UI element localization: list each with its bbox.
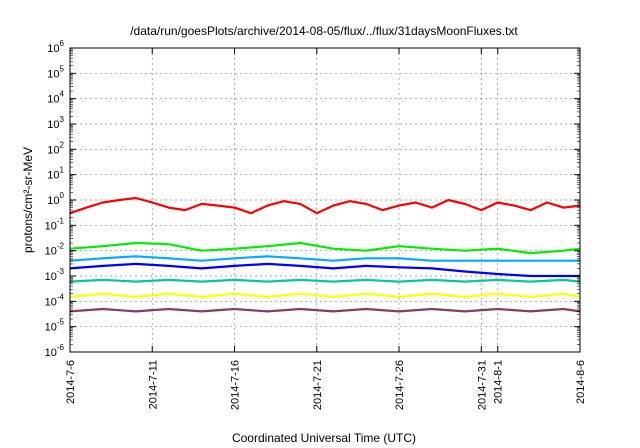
x-tick-label: 2014-7-16 (230, 360, 242, 410)
y-tick-label: 10-6 (45, 343, 65, 359)
x-tick-label: 2014-7-31 (476, 360, 488, 410)
y-tick-label: 10-2 (45, 242, 65, 258)
x-axis-label: Coordinated Universal Time (UTC) (232, 431, 416, 445)
series-line (69, 292, 581, 298)
series-line (69, 307, 581, 313)
y-tick-label: 10-4 (45, 292, 65, 308)
x-tick-label: 2014-8-6 (575, 360, 587, 404)
series-line (69, 241, 581, 255)
y-tick-label: 106 (47, 39, 64, 55)
y-tick-label: 102 (47, 140, 64, 156)
y-tick-label: 10-1 (45, 216, 65, 232)
x-tick-labels: 2014-7-6 2014-7-11 2014-7-16 2014-7-21 2014-… (65, 360, 587, 410)
grid (70, 48, 580, 352)
y-axis-label: protons/cm²-sr-MeV (21, 147, 35, 253)
x-tick-label: 2014-7-26 (394, 360, 406, 410)
series-line (69, 196, 581, 215)
x-tick-label: 2014-8-1 (493, 360, 505, 404)
y-tick-label: 100 (47, 191, 64, 207)
x-tick-label: 2014-7-11 (147, 360, 159, 409)
series-line (69, 255, 580, 262)
x-tick-label: 2014-7-21 (312, 360, 324, 410)
x-tick-label: 2014-7-6 (65, 360, 77, 404)
chart-title: /data/run/goesPlots/archive/2014-08-05/f… (130, 24, 518, 38)
y-tick-labels: 10-6 10-5 10-4 10-3 10-2 10-1 100 101 102 103 104 1… (45, 39, 65, 359)
y-tick-label: 103 (47, 115, 64, 131)
series-line (69, 278, 581, 283)
series-group (69, 196, 581, 313)
y-tick-label: 10-3 (45, 267, 65, 283)
y-tick-label: 101 (47, 166, 64, 182)
ticks (69, 47, 581, 353)
y-tick-label: 10-5 (45, 318, 65, 334)
y-tick-label: 105 (47, 64, 64, 80)
series-line (69, 262, 580, 278)
y-tick-label: 104 (47, 90, 64, 106)
